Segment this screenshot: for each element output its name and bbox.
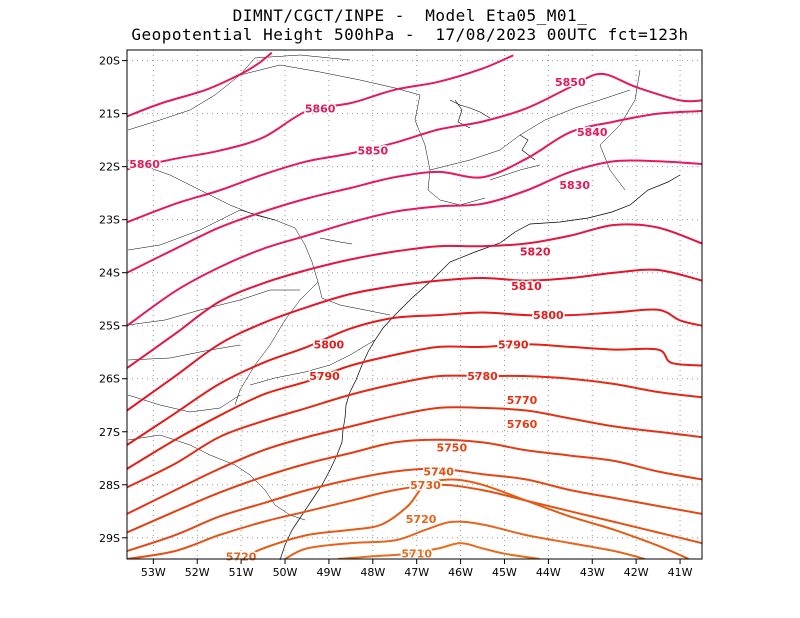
contour-label-5850: 5850 — [555, 76, 586, 89]
chart-title-line-2: Geopotential Height 500hPa - 17/08/2023 … — [131, 25, 689, 44]
contour-line-5860 — [127, 54, 514, 171]
contour-label-5710: 5710 — [401, 548, 432, 561]
contour-line-5750 — [127, 467, 702, 552]
axis-tick-layer: 53W 52W 51W 50W 49W 48W 47W 46W 45W 44W 43W 42W 41W 2… — [99, 55, 693, 579]
contour-line-5730 — [240, 478, 690, 559]
y-tick-label: 23S — [99, 214, 120, 227]
contour-line-5820 — [127, 223, 702, 369]
y-tick-label: 25S — [99, 320, 120, 333]
contour-label-5850: 5850 — [357, 145, 388, 158]
contour-label-5730: 5730 — [410, 479, 441, 492]
contour-label-5790: 5790 — [309, 370, 340, 383]
contour-label-5790: 5790 — [498, 338, 529, 351]
river-detail — [319, 99, 536, 245]
contour-label-5750: 5750 — [436, 442, 467, 455]
contour-line-5800 — [127, 308, 702, 446]
y-tick-label: 28S — [99, 479, 120, 492]
y-tick-label: 29S — [99, 532, 120, 545]
contour-line-5840 — [127, 110, 702, 274]
contour-label-5820: 5820 — [520, 245, 551, 258]
contour-label-5840: 5840 — [577, 126, 608, 139]
border-line — [127, 54, 641, 521]
y-tick-label: 22S — [99, 161, 120, 174]
contour-line-5740 — [127, 483, 702, 559]
contour-line-5830 — [127, 159, 702, 327]
x-tick-label: 42W — [624, 566, 649, 579]
contour-label-5770: 5770 — [507, 394, 538, 407]
map-coastlines-borders — [127, 54, 681, 561]
x-tick-label: 44W — [536, 566, 561, 579]
x-tick-label: 46W — [448, 566, 473, 579]
contour-label-5860: 5860 — [129, 158, 160, 171]
grid-layer — [127, 50, 702, 559]
y-tick-label: 21S — [99, 108, 120, 121]
coastline — [279, 174, 681, 561]
y-tick-label: 26S — [99, 373, 120, 386]
contour-layer — [127, 51, 702, 559]
x-tick-label: 52W — [185, 566, 210, 579]
contour-label-5800: 5800 — [533, 309, 564, 322]
contour-label-layer: 5860 5860 5850 5850 5840 5830 5820 5810 5800 5800… — [128, 74, 610, 565]
contour-line-5810 — [127, 268, 702, 412]
plot-frame — [126, 49, 703, 560]
contour-line-5760 — [127, 438, 702, 534]
chart-title-line-1: DIMNT/CGCT/INPE - Model Eta05_M01_ — [232, 6, 588, 25]
y-tick-label: 24S — [99, 267, 120, 280]
contour-line-5710 — [337, 542, 540, 559]
contour-label-5780: 5780 — [467, 370, 498, 383]
contour-line-5780 — [127, 374, 702, 489]
contour-label-5720: 5720 — [406, 513, 437, 526]
y-tick-label: 27S — [99, 426, 120, 439]
contour-line-5720 — [284, 520, 646, 559]
contour-line-5790 — [127, 343, 702, 470]
x-tick-label: 51W — [229, 566, 254, 579]
contour-label-5830: 5830 — [559, 179, 590, 192]
contour-label-5860: 5860 — [305, 102, 336, 115]
y-tick-label: 20S — [99, 55, 120, 68]
contour-label-5720: 5720 — [226, 550, 257, 563]
contour-line-5860 — [127, 51, 273, 118]
contour-label-5740: 5740 — [423, 466, 454, 479]
x-tick-label: 53W — [141, 566, 166, 579]
x-tick-label: 41W — [668, 566, 693, 579]
x-tick-label: 50W — [273, 566, 298, 579]
contour-line-5850 — [127, 72, 702, 224]
x-tick-label: 47W — [404, 566, 429, 579]
x-tick-label: 43W — [580, 566, 605, 579]
x-tick-label: 45W — [492, 566, 517, 579]
contour-line-5770 — [127, 406, 702, 515]
x-tick-label: 48W — [360, 566, 385, 579]
contour-label-5810: 5810 — [511, 280, 542, 293]
x-tick-label: 49W — [316, 566, 341, 579]
contour-label-5800: 5800 — [314, 338, 345, 351]
contour-label-5760: 5760 — [507, 418, 538, 431]
